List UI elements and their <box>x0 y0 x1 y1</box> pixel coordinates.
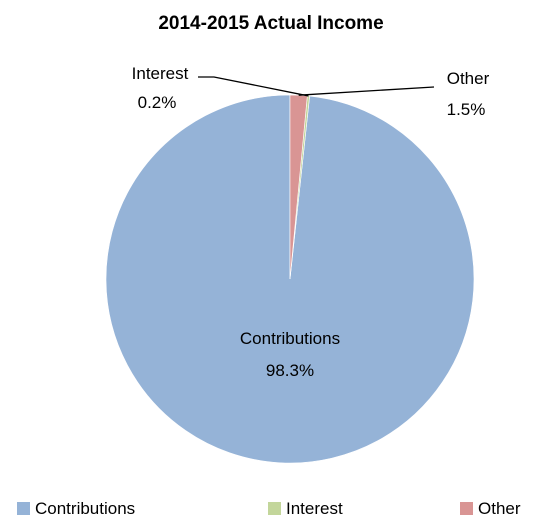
slice-label-other-value: 1.5% <box>447 100 486 119</box>
slice-label-other-name: Other <box>447 69 490 88</box>
legend-label-interest: Interest <box>286 499 343 518</box>
slice-label-contributions-name: Contributions <box>240 329 340 348</box>
leader-line-interest <box>198 76 309 97</box>
legend: Contributions Interest Other <box>17 499 521 518</box>
slice-label-interest-name: Interest <box>132 64 189 83</box>
legend-swatch-contributions <box>17 502 30 515</box>
legend-label-contributions: Contributions <box>35 499 135 518</box>
pie-slices <box>105 94 475 464</box>
legend-label-other: Other <box>478 499 521 518</box>
leader-line-other <box>298 86 435 96</box>
legend-swatch-interest <box>268 502 281 515</box>
slice-label-contributions-value: 98.3% <box>266 361 314 380</box>
legend-swatch-other <box>460 502 473 515</box>
slice-label-interest-value: 0.2% <box>138 93 177 112</box>
leader-lines <box>198 76 435 97</box>
chart-title: 2014-2015 Actual Income <box>158 13 383 34</box>
